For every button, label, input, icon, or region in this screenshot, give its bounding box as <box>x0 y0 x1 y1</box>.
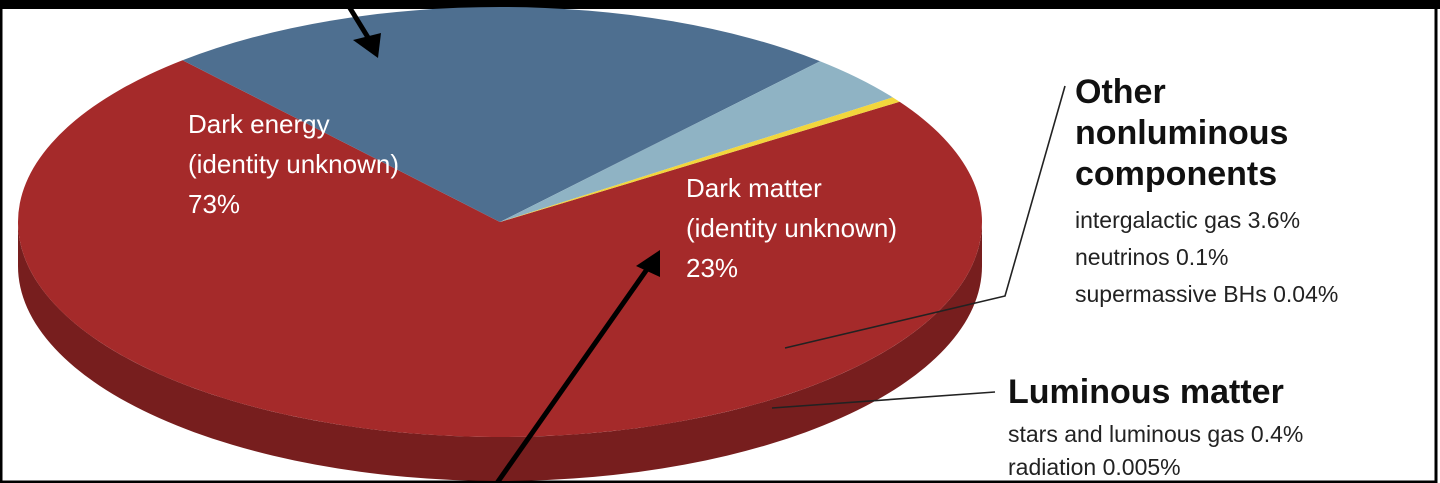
label-dark-matter-value: 23% <box>686 253 739 283</box>
pie-side-dark-energy <box>18 222 982 481</box>
other-item-intergalactic-gas: intergalactic gas 3.6% <box>1075 207 1301 233</box>
other-title-line-1: Other <box>1075 73 1166 111</box>
other-item-supermassive-bhs: supermassive BHs 0.04% <box>1075 281 1339 307</box>
pie-top-layer <box>17 6 983 437</box>
arrowhead-dark-energy <box>353 33 381 58</box>
label-dark-energy-value: 73% <box>188 189 241 219</box>
pie-slice-other-nonluminous-components <box>500 61 893 222</box>
pie-slice-dark-energy <box>17 60 983 437</box>
arrow-to-dark-matter <box>494 263 653 483</box>
label-dark-matter-name: Dark matter <box>686 173 822 203</box>
leader-line-luminous-matter <box>771 391 996 409</box>
leader-lines <box>771 85 1066 409</box>
pie-slice-luminous-matter <box>500 97 900 222</box>
label-dark-energy-sub: (identity unknown) <box>188 149 399 179</box>
leader-line-other-nonluminous <box>784 85 1066 349</box>
label-dark-matter-sub: (identity unknown) <box>686 213 897 243</box>
luminous-title: Luminous matter <box>1008 373 1284 411</box>
luminous-item-stars-gas: stars and luminous gas 0.4% <box>1008 421 1304 447</box>
label-dark-energy: Dark energy (identity unknown) 73% <box>188 104 399 224</box>
arrowhead-dark-matter <box>636 250 660 277</box>
luminous-item-radiation: radiation 0.005% <box>1008 454 1181 480</box>
pie-side-layer <box>18 222 982 481</box>
other-title-line-3: components <box>1075 155 1278 193</box>
pie-slice-dark-matter <box>182 6 821 222</box>
top-frame-bar <box>0 0 1440 9</box>
other-title-line-2: nonluminous <box>1075 114 1289 152</box>
other-item-neutrinos: neutrinos 0.1% <box>1075 244 1229 270</box>
label-dark-matter: Dark matter (identity unknown) 23% <box>686 168 897 288</box>
label-dark-energy-name: Dark energy <box>188 109 330 139</box>
